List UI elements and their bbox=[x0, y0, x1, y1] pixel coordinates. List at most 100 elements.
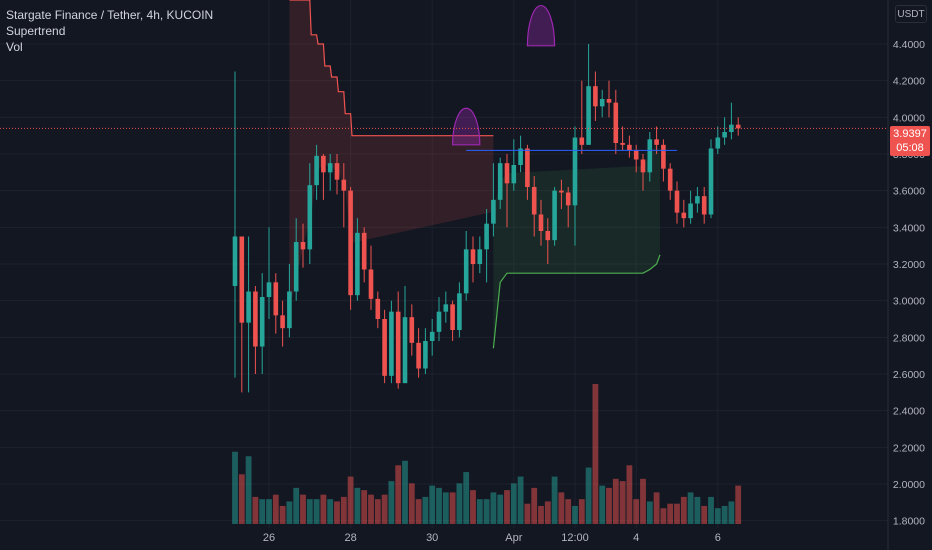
volume-bar bbox=[687, 492, 694, 524]
y-tick-label: 3.6000 bbox=[893, 186, 925, 198]
x-tick-label: 30 bbox=[426, 532, 438, 544]
candle-body bbox=[341, 179, 347, 191]
y-tick-label: 2.0000 bbox=[893, 479, 925, 491]
volume-bar bbox=[442, 492, 449, 524]
candle-body bbox=[232, 236, 238, 286]
volume-bar bbox=[388, 481, 395, 524]
candle-body bbox=[579, 137, 585, 145]
volume-bar bbox=[402, 460, 408, 524]
volume-bar bbox=[470, 490, 476, 524]
candle-body bbox=[559, 190, 564, 193]
volume-bar bbox=[395, 465, 402, 524]
volume-bar bbox=[286, 501, 293, 524]
volume-bar bbox=[463, 472, 470, 524]
candle-body bbox=[334, 163, 340, 180]
currency-unit[interactable]: USDT bbox=[895, 5, 927, 23]
volume-bar bbox=[626, 465, 633, 524]
y-tick-label: 4.2000 bbox=[893, 76, 925, 88]
candle-body bbox=[484, 223, 489, 250]
volume-bar bbox=[646, 501, 653, 524]
candle-body bbox=[436, 311, 442, 332]
candle-body bbox=[627, 144, 632, 151]
supertrend-down-line bbox=[289, 0, 494, 137]
candle-body bbox=[239, 236, 245, 323]
dome-drawing bbox=[451, 107, 481, 146]
y-tick-label: 3.2000 bbox=[893, 259, 925, 271]
candle-body bbox=[382, 319, 387, 376]
volume-bar bbox=[497, 494, 504, 524]
volume-bar bbox=[347, 476, 354, 524]
volume-bar bbox=[680, 496, 687, 524]
x-tick-label: 12:00 bbox=[561, 532, 589, 544]
y-tick-label: 4.0000 bbox=[893, 112, 925, 124]
volume-bar bbox=[374, 499, 381, 524]
volume-bar bbox=[422, 496, 429, 524]
volume-bar bbox=[572, 505, 578, 524]
candle-body bbox=[729, 124, 734, 132]
candle-body bbox=[654, 139, 659, 145]
candle-body bbox=[674, 190, 680, 213]
candle-body bbox=[266, 282, 272, 297]
volume-bar bbox=[354, 487, 361, 524]
overlays bbox=[0, 4, 888, 151]
time-axis: 26 28 30 Apr 12:00 4 6 bbox=[263, 532, 721, 544]
volume-bar bbox=[538, 505, 544, 524]
indicator-vol[interactable]: Vol bbox=[6, 40, 23, 54]
volume-bar bbox=[361, 490, 368, 524]
candle-body bbox=[586, 86, 591, 145]
candle-body bbox=[314, 155, 319, 186]
volume-bar bbox=[232, 451, 238, 524]
candle-body bbox=[688, 203, 693, 219]
last-price: 3.9397 bbox=[893, 128, 927, 140]
candle-body bbox=[273, 282, 279, 316]
candle-body bbox=[368, 269, 374, 299]
candles bbox=[232, 44, 741, 393]
indicator-supertrend[interactable]: Supertrend bbox=[6, 24, 66, 38]
volume-bar bbox=[483, 499, 490, 524]
supertrend-down-fill bbox=[289, 0, 494, 310]
candle-body bbox=[348, 190, 353, 296]
candle-body bbox=[395, 311, 401, 384]
candle-body bbox=[246, 291, 251, 323]
y-tick-label: 2.4000 bbox=[893, 406, 925, 418]
volume-bar bbox=[415, 499, 422, 524]
candle-body bbox=[300, 242, 306, 250]
volume-bar bbox=[667, 503, 674, 524]
volume-bar bbox=[334, 501, 340, 524]
volume-bar bbox=[694, 496, 701, 524]
volume-bar bbox=[653, 492, 660, 524]
candle-body bbox=[681, 212, 687, 219]
candle-body bbox=[259, 297, 265, 347]
volume-bar bbox=[701, 505, 708, 524]
volume-bar bbox=[259, 499, 266, 524]
candle-body bbox=[423, 341, 428, 369]
candle-body bbox=[280, 315, 285, 329]
last-price-tag: 3.9397 05:08 bbox=[890, 126, 930, 156]
volume-bar bbox=[585, 467, 592, 524]
volume-bar bbox=[592, 384, 599, 524]
candle-body bbox=[389, 311, 394, 376]
volume-bar bbox=[306, 499, 313, 524]
y-tick-label: 2.6000 bbox=[893, 369, 925, 381]
price-axis: 1.8000 2.0000 2.2000 2.4000 2.6000 2.8000 3.00… bbox=[893, 39, 925, 528]
volume-bar bbox=[510, 483, 517, 524]
volume-bar bbox=[340, 496, 347, 524]
symbol-title[interactable]: Stargate Finance / Tether, 4h, KUCOIN bbox=[6, 8, 214, 22]
candle-body bbox=[552, 190, 557, 241]
candle-body bbox=[735, 124, 741, 129]
y-tick-label: 3.4000 bbox=[893, 222, 925, 234]
volume-bar bbox=[456, 483, 463, 524]
volume-bar bbox=[619, 481, 626, 524]
candle-body bbox=[701, 196, 707, 215]
volume-bar bbox=[524, 503, 531, 524]
volume-bar bbox=[429, 485, 436, 524]
volume-bar bbox=[735, 485, 742, 524]
volume-bar bbox=[612, 478, 619, 524]
candle-body bbox=[375, 298, 381, 319]
x-tick-label: 26 bbox=[263, 532, 275, 544]
volume-bar bbox=[313, 499, 320, 524]
candle-body bbox=[355, 232, 360, 296]
volume-bar bbox=[674, 503, 680, 524]
volume-bar bbox=[381, 494, 388, 524]
